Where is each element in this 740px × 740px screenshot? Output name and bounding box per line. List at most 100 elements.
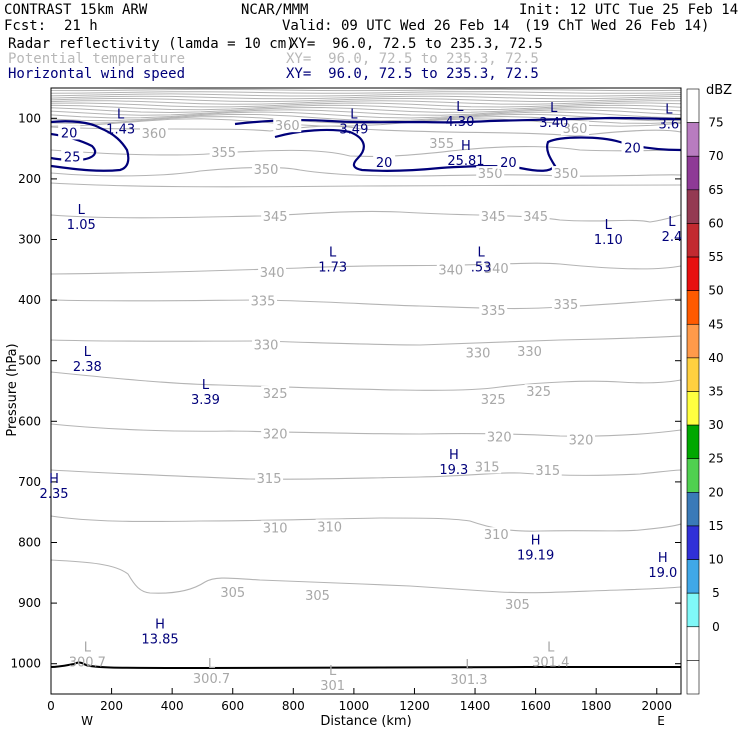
isentrope-label-bg [261, 386, 290, 401]
wind-contour-20-mid [234, 116, 681, 126]
field-xy-theta: XY= 96.0, 72.5 to 235.3, 72.5 [286, 51, 539, 67]
y-tick-label: 300 [18, 233, 41, 247]
organization: NCAR/MMM [241, 2, 309, 18]
isentrope-label: 335 [251, 294, 276, 309]
wind-label-bg [61, 149, 84, 164]
x-tick-label: 1200 [399, 699, 430, 713]
isentrope-label-bg [473, 459, 502, 474]
x-tick-label: 600 [221, 699, 244, 713]
upper-isentrope [51, 106, 681, 114]
extremum-value: 1.43 [106, 122, 135, 137]
field-xy-wind: XY= 96.0, 72.5 to 235.3, 72.5 [286, 66, 539, 82]
isentrope-label: 315 [257, 472, 282, 487]
field-name-wind: Horizontal wind speed [8, 66, 186, 82]
isentrope-label-bg [252, 161, 281, 176]
extremum-marker: L [329, 245, 337, 260]
upper-isentrope [51, 104, 681, 111]
forecast-label: Fcst: [4, 18, 47, 34]
extremum-value: 19.0 [648, 566, 677, 581]
extremum-value: 3.39 [191, 393, 220, 408]
upper-isentrope [51, 91, 681, 94]
extremum-marker: L [84, 345, 92, 360]
colorbar-label: 15 [708, 519, 723, 533]
wind-contour-20-west [51, 120, 130, 172]
extremum-value: 2.4 [662, 230, 683, 245]
isentrope-label-bg [261, 209, 290, 224]
extremum-marker: H [155, 618, 165, 633]
isentrope-label: 330 [466, 346, 491, 361]
isentrope-label-bg [503, 596, 532, 611]
colorbar-label: 25 [708, 452, 723, 466]
isentrope-label-bg [303, 587, 332, 602]
isentrope-355 [51, 146, 681, 157]
isentrope-320 [51, 423, 681, 437]
colorbar-swatch [686, 424, 700, 460]
extremum-value: .53 [471, 260, 492, 275]
isentrope-label-bg [551, 296, 580, 311]
isentrope-label-bg [551, 166, 580, 181]
isentrope-360 [51, 125, 681, 137]
extremum-value: 300.7 [69, 656, 106, 671]
isentrope-340 [51, 262, 681, 275]
extremum-value: 1.10 [594, 233, 623, 248]
upper-isentrope [51, 111, 681, 119]
colorbar-label: 40 [708, 351, 723, 365]
valid-local-time: (19 ChT Wed 26 Feb 14) [524, 18, 710, 34]
wind-label-bg [58, 125, 81, 140]
isentrope-label-bg [436, 262, 465, 277]
colorbar-label: 65 [708, 183, 723, 197]
isentrope-345 [51, 210, 681, 223]
y-tick-label: 900 [18, 596, 41, 610]
extremum-marker: L [456, 100, 464, 115]
colorbar-swatch [686, 458, 700, 493]
forecast-hours: 21 h [64, 18, 98, 34]
extremum-value: 301 [320, 679, 345, 694]
isentrope-label: 345 [481, 210, 506, 225]
colorbar-swatch [686, 592, 700, 628]
isentrope-label: 305 [305, 589, 330, 604]
colorbar-swatch [686, 357, 700, 392]
isentrope-label: 350 [478, 167, 503, 182]
isentrope-label-bg [252, 337, 281, 352]
colorbar-swatch [686, 660, 700, 695]
x-tick-label: 400 [161, 699, 184, 713]
isentrope-label-bg [560, 121, 589, 136]
colorbar-label: 45 [708, 317, 723, 331]
isentrope-label-bg [249, 293, 278, 308]
y-tick-label: 700 [18, 475, 41, 489]
extremum-value: 300.7 [193, 672, 230, 687]
colorbar-swatch [686, 290, 700, 325]
colorbar-label: 5 [712, 586, 720, 600]
isentrope-label-bg [479, 392, 508, 407]
y-axis-title: Pressure (hPa) [5, 343, 20, 436]
colorbar-label: 10 [708, 553, 723, 567]
isentrope-label: 315 [475, 460, 500, 475]
extremum-value: 19.19 [517, 548, 554, 563]
isentrope-label: 310 [484, 528, 509, 543]
isentrope-label-bg [139, 126, 168, 141]
isentrope-350-b [51, 182, 681, 188]
extremum-marker: L [668, 215, 676, 230]
upper-isentrope [51, 93, 681, 97]
valid-time: Valid: 09 UTC Wed 26 Feb 14 [282, 18, 510, 34]
extremum-marker: L [117, 107, 125, 122]
upper-isentrope [51, 88, 681, 92]
isentrope-label: 350 [553, 167, 578, 182]
isentrope-label-bg [515, 344, 544, 359]
isentrope-label-bg [261, 520, 290, 535]
model-title: CONTRAST 15km ARW [4, 2, 148, 18]
wind-label: 20 [500, 156, 517, 171]
colorbar-swatch [686, 155, 700, 191]
extremum-value: 25.81 [447, 154, 484, 169]
extremum-value: 301.4 [532, 656, 569, 671]
isentrope-label: 340 [438, 263, 463, 278]
isentrope-label-bg [476, 166, 505, 181]
extremum-marker: L [84, 641, 92, 656]
extremum-marker: H [658, 551, 668, 566]
extremum-value: 3.49 [339, 122, 368, 137]
isentrope-label-bg [258, 264, 287, 279]
colorbar-swatch [686, 525, 700, 560]
isentrope-label: 320 [569, 434, 594, 449]
